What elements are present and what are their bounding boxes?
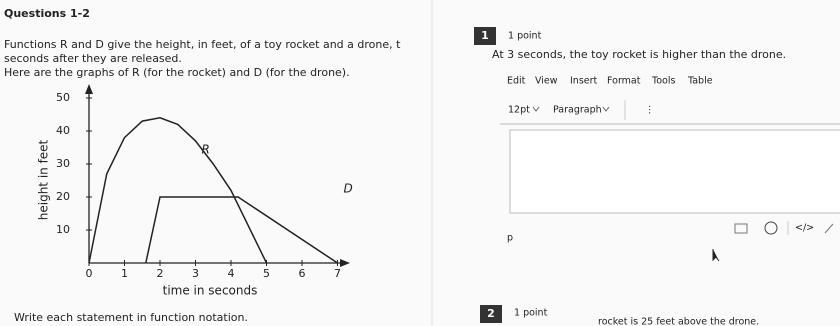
intro-line: Here are the graphs of R (for the rocket… [4, 66, 350, 79]
y-tick-label: 50 [56, 91, 70, 104]
menu-item[interactable]: Insert [570, 76, 598, 87]
questions-title: Questions 1-2 [4, 7, 90, 20]
curve-label: R [202, 142, 210, 156]
menu-item[interactable]: View [535, 76, 558, 87]
html-icon[interactable]: </> [795, 223, 814, 234]
question-number: 1 [481, 29, 489, 42]
menu-item[interactable]: Table [687, 76, 713, 87]
instruction: Write each statement in function notatio… [14, 311, 248, 324]
answer-box[interactable] [509, 129, 840, 214]
x-tick-label: 7 [334, 267, 341, 280]
x-tick-label: 5 [263, 267, 270, 280]
y-axis-label: height in feet [37, 139, 51, 220]
intro-line: Functions R and D give the height, in fe… [4, 38, 401, 51]
chevron [532, 106, 540, 112]
more-button[interactable]: ⋮ [645, 105, 655, 116]
x-arrow [340, 259, 350, 267]
question-badge [480, 305, 502, 323]
menu-bar: Edit View Insert Format Tools Table [507, 76, 713, 87]
menu-item[interactable]: Tools [651, 76, 675, 87]
accessibility-icon[interactable] [764, 221, 778, 235]
y-arrow [85, 84, 93, 94]
font-size-select[interactable]: 12pt [508, 105, 530, 116]
question-statement: rocket is 25 feet above the drone. [598, 317, 759, 326]
y-tick-label: 20 [56, 190, 70, 203]
curve [145, 196, 338, 264]
x-tick-label: 2 [157, 267, 164, 280]
curve-label: D [344, 182, 353, 196]
x-tick-label: 1 [121, 267, 128, 280]
chevron [602, 106, 610, 112]
question-number: 2 [487, 307, 495, 320]
curve [88, 117, 268, 264]
y-tick-label: 30 [56, 157, 70, 170]
question-statement: At 3 seconds, the toy rocket is higher t… [492, 48, 786, 61]
menu-item[interactable]: Format [607, 76, 641, 87]
x-axis-label: time in seconds [163, 284, 258, 298]
question-badge [474, 27, 496, 45]
status-path: p [507, 233, 513, 244]
x-tick-label: 3 [192, 267, 199, 280]
cursor [712, 249, 720, 262]
resize-icon [824, 223, 834, 234]
points: 1 point [514, 308, 548, 319]
y-tick-label: 40 [56, 124, 70, 137]
intro-line: seconds after they are released. [4, 52, 182, 65]
block-format-select[interactable]: Paragraph [553, 105, 602, 116]
menu-item[interactable]: Edit [507, 76, 526, 87]
x-tick-label: 0 [86, 267, 93, 280]
x-tick-label: 6 [299, 267, 306, 280]
points: 1 point [508, 31, 542, 42]
y-tick-label: 10 [56, 223, 70, 236]
x-tick-label: 4 [228, 267, 235, 280]
word-count-icon[interactable] [734, 223, 748, 234]
